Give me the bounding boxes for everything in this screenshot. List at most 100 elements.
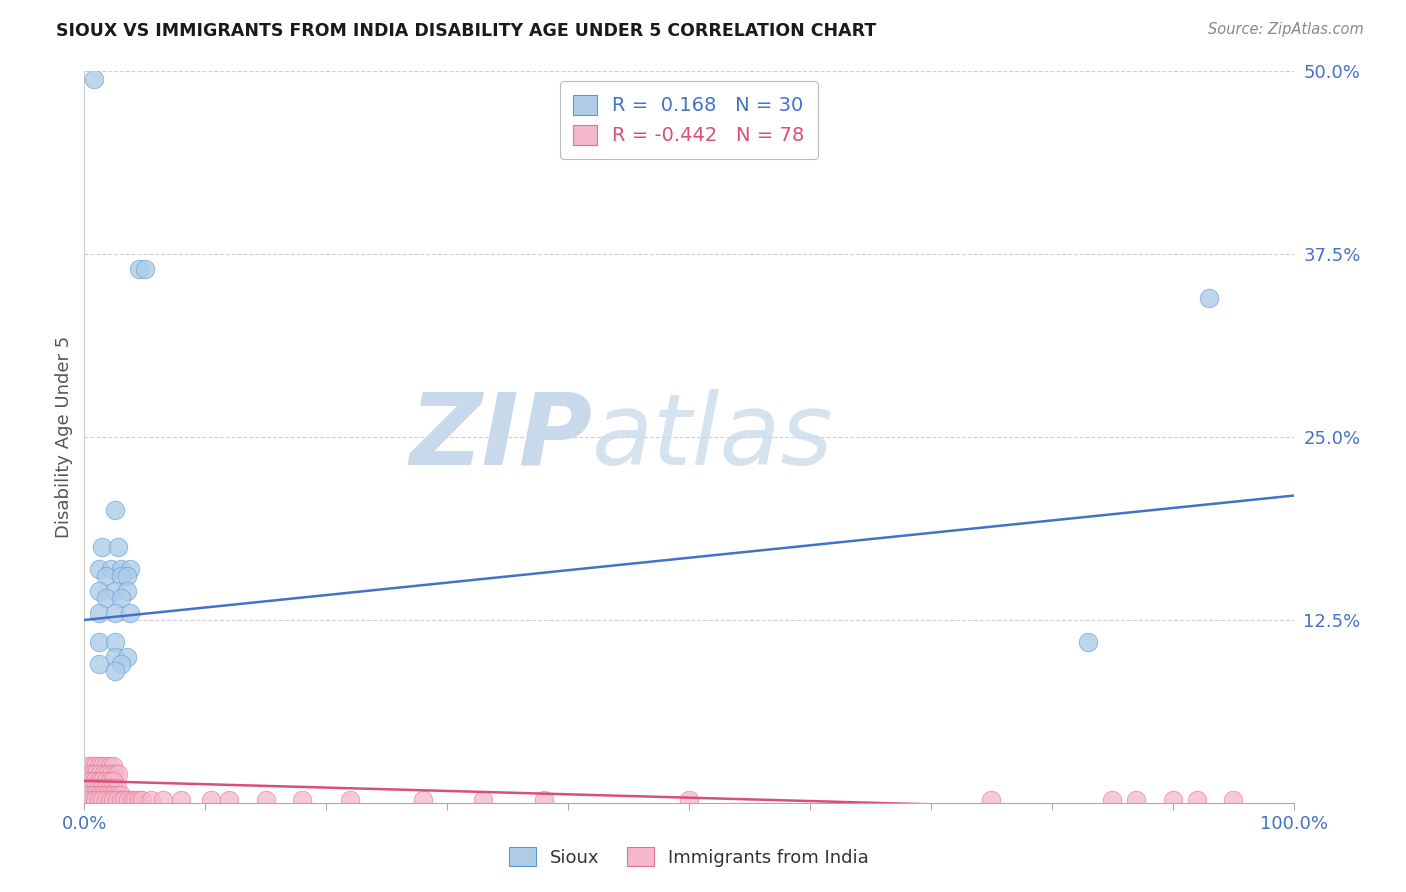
Point xyxy=(94,793,117,807)
Point xyxy=(87,781,110,796)
Point xyxy=(77,773,100,788)
Point xyxy=(533,793,555,807)
Point xyxy=(104,503,127,517)
Point xyxy=(121,793,143,807)
Point xyxy=(120,562,142,576)
Point xyxy=(87,789,110,803)
Point xyxy=(96,766,118,780)
Point xyxy=(104,766,127,780)
Legend: R =  0.168   N = 30, R = -0.442   N = 78: R = 0.168 N = 30, R = -0.442 N = 78 xyxy=(560,81,818,159)
Point xyxy=(105,781,128,796)
Point xyxy=(152,793,174,807)
Point xyxy=(124,793,146,807)
Point xyxy=(104,664,127,678)
Point xyxy=(87,793,110,807)
Point xyxy=(93,766,115,780)
Point xyxy=(254,793,277,807)
Point xyxy=(80,793,103,807)
Point xyxy=(1185,793,1208,807)
Point xyxy=(412,793,434,807)
Point xyxy=(87,773,110,788)
Point xyxy=(104,635,127,649)
Point xyxy=(120,606,142,620)
Point xyxy=(77,793,100,807)
Point xyxy=(91,789,114,803)
Point xyxy=(80,781,103,796)
Point xyxy=(131,793,153,807)
Point xyxy=(84,759,107,773)
Point xyxy=(112,793,135,807)
Point xyxy=(104,606,127,620)
Point xyxy=(77,781,100,796)
Point xyxy=(87,606,110,620)
Point xyxy=(87,635,110,649)
Point xyxy=(94,759,117,773)
Point xyxy=(91,781,114,796)
Point xyxy=(678,793,700,807)
Point xyxy=(91,793,114,807)
Point xyxy=(218,793,240,807)
Point xyxy=(83,71,105,86)
Point xyxy=(91,773,114,788)
Point xyxy=(84,789,107,803)
Point xyxy=(87,657,110,671)
Point xyxy=(94,591,117,605)
Point xyxy=(107,540,129,554)
Point xyxy=(86,766,108,780)
Legend: Sioux, Immigrants from India: Sioux, Immigrants from India xyxy=(502,840,876,874)
Point xyxy=(117,793,139,807)
Point xyxy=(103,773,125,788)
Point xyxy=(91,759,114,773)
Point xyxy=(472,793,495,807)
Point xyxy=(94,781,117,796)
Point xyxy=(89,766,111,780)
Point xyxy=(80,789,103,803)
Point xyxy=(84,773,107,788)
Point xyxy=(1125,793,1147,807)
Point xyxy=(84,793,107,807)
Point xyxy=(339,793,361,807)
Point xyxy=(94,569,117,583)
Text: Source: ZipAtlas.com: Source: ZipAtlas.com xyxy=(1208,22,1364,37)
Point xyxy=(98,781,121,796)
Point xyxy=(94,789,117,803)
Point xyxy=(98,759,121,773)
Point xyxy=(105,789,128,803)
Point xyxy=(104,649,127,664)
Point xyxy=(80,773,103,788)
Point xyxy=(77,759,100,773)
Point xyxy=(87,583,110,598)
Point xyxy=(1222,793,1244,807)
Point xyxy=(1198,291,1220,305)
Text: ZIP: ZIP xyxy=(409,389,592,485)
Point xyxy=(77,789,100,803)
Point xyxy=(980,793,1002,807)
Point xyxy=(170,793,193,807)
Point xyxy=(110,793,132,807)
Point xyxy=(87,562,110,576)
Point xyxy=(84,781,107,796)
Point xyxy=(110,789,132,803)
Point xyxy=(110,657,132,671)
Point xyxy=(103,793,125,807)
Point xyxy=(115,569,138,583)
Point xyxy=(115,649,138,664)
Point xyxy=(134,261,156,276)
Point xyxy=(291,793,314,807)
Point xyxy=(104,583,127,598)
Point xyxy=(80,759,103,773)
Point xyxy=(98,773,121,788)
Text: SIOUX VS IMMIGRANTS FROM INDIA DISABILITY AGE UNDER 5 CORRELATION CHART: SIOUX VS IMMIGRANTS FROM INDIA DISABILIT… xyxy=(56,22,876,40)
Point xyxy=(98,793,121,807)
Point xyxy=(100,766,122,780)
Point xyxy=(200,793,222,807)
Point xyxy=(87,759,110,773)
Point xyxy=(98,789,121,803)
Point xyxy=(1161,793,1184,807)
Point xyxy=(128,261,150,276)
Point xyxy=(139,793,162,807)
Point xyxy=(1077,635,1099,649)
Point xyxy=(110,569,132,583)
Point xyxy=(82,766,104,780)
Point xyxy=(105,793,128,807)
